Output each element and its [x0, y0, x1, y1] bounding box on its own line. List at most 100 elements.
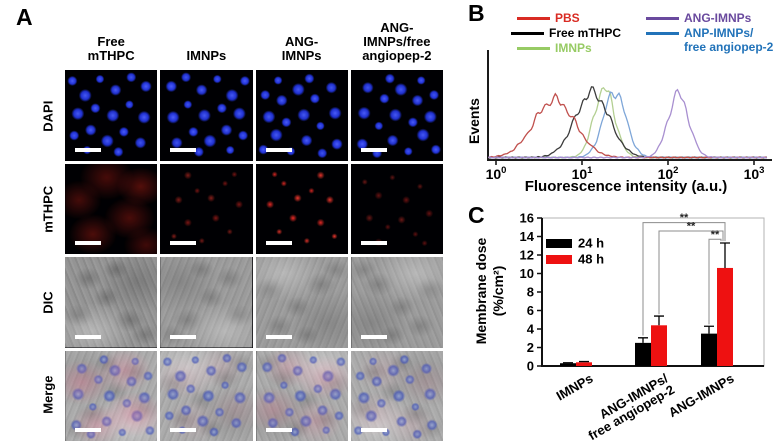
micrograph-dic-col1	[65, 257, 158, 348]
micrograph-dapi-col4	[350, 70, 443, 161]
legend-item-pbs: PBS	[517, 11, 580, 26]
legend-line-swatch	[517, 17, 550, 20]
micrograph-mthpc-col4	[350, 163, 443, 254]
legend-line-swatch	[646, 32, 679, 35]
legend-label: ANG-IMNPs	[684, 11, 752, 25]
legend-swatch-24h	[546, 239, 572, 248]
legend-label: Free mTHPC	[549, 26, 622, 40]
y-tick-label: 6	[527, 303, 534, 318]
legend-label-24h: 24 h	[578, 236, 604, 251]
bar-y-axis-label: Membrane dose (%/cm²)	[473, 237, 506, 345]
micrograph-merge-col4	[350, 350, 443, 441]
column-header-free-mthpc: Free mTHPC	[87, 33, 135, 63]
row-label-dic: DIC	[40, 290, 56, 314]
y-tick-label: 10	[520, 266, 534, 281]
y-tick-label: 12	[520, 248, 534, 263]
error-bar	[579, 360, 589, 363]
scale-bar	[75, 334, 101, 339]
micrograph-mthpc-col1	[65, 163, 158, 254]
legend-label-48h: 48 h	[578, 252, 604, 267]
curve-ang-imnps	[488, 88, 768, 159]
legend-item-free-mthpc: Free mTHPC	[511, 26, 622, 41]
curve-pbs	[488, 92, 768, 159]
panel-c-membrane-dose: C Membrane dose (%/cm²) 0 2 4 6 8 10 12 14 16 ** *…	[460, 196, 782, 445]
legend-line-swatch	[517, 47, 550, 50]
bar-imnps-24h	[560, 363, 576, 366]
bar-ang-imnps-48h	[717, 267, 733, 366]
column-header-ang-imnps: ANG- IMNPs	[281, 33, 322, 63]
panel-c-label: C	[468, 202, 485, 228]
flow-x-axis-label: Fluorescence intensity (a.u.)	[524, 178, 728, 195]
panel-b-flow-cytometry: B PBS Free mTHPC IMNPs ANG-IMNPs ANP-IMN…	[460, 0, 782, 196]
category-label: IMNPs	[554, 371, 596, 404]
micrograph-merge-col3	[255, 350, 348, 441]
legend-label: IMNPs	[555, 41, 592, 55]
scale-bar	[265, 241, 292, 245]
error-bar	[720, 242, 730, 268]
micrograph-grid	[65, 70, 443, 441]
legend-label: ANP-IMNPs/ free angiopep-2	[684, 26, 774, 54]
row-label-mthpc: mTHPC	[40, 185, 56, 233]
error-bar	[638, 337, 648, 343]
panel-a-label: A	[16, 4, 33, 30]
significance-label: **	[687, 220, 696, 232]
scale-bar	[75, 241, 101, 245]
significance-label: **	[711, 229, 720, 241]
micrograph-row-labels: DAPI mTHPC DIC Merge	[34, 70, 62, 441]
error-bar	[704, 325, 714, 334]
row-label-merge: Merge	[40, 375, 56, 414]
flow-cytometry-chart: 100 101 102 103	[486, 50, 772, 182]
bar-ang-imnps--48h	[651, 325, 667, 366]
significance-label: **	[680, 212, 689, 224]
y-tick-label: 0	[527, 359, 534, 374]
micrograph-mthpc-col2	[160, 163, 253, 254]
scale-bar	[265, 428, 292, 432]
significance-bracket	[642, 222, 726, 336]
legend-line-swatch	[511, 32, 544, 35]
significance-bracket	[658, 230, 724, 315]
column-header-ang-imnps-free-angiopep2: ANG- IMNPs/free angiopep-2	[362, 19, 432, 63]
legend-line-swatch	[646, 17, 679, 20]
panel-b-label: B	[468, 0, 485, 26]
micrograph-column-headers: Free mTHPC IMNPs ANG- IMNPs ANG- IMNPs/f…	[65, 2, 443, 66]
scale-bar	[265, 334, 292, 339]
legend-swatch-48h	[546, 255, 572, 264]
error-bar	[654, 315, 664, 326]
y-tick-label: 2	[527, 340, 534, 355]
scale-bar	[75, 428, 101, 432]
bar-ang-imnps-24h	[701, 333, 717, 366]
column-header-imnps: IMNPs	[186, 47, 227, 63]
micrograph-dapi-col2	[160, 70, 253, 161]
scale-bar	[170, 334, 197, 339]
micrograph-dapi-col1	[65, 70, 158, 161]
scale-bar	[360, 428, 387, 432]
micrograph-merge-col1	[65, 350, 158, 441]
micrograph-merge-col2	[160, 350, 253, 441]
y-tick-label: 8	[527, 285, 534, 300]
micrograph-dic-col3	[255, 257, 348, 348]
bar-ang-imnps--24h	[635, 342, 651, 366]
y-tick-label: 4	[527, 322, 535, 337]
micrograph-mthpc-col3	[255, 163, 348, 254]
scale-bar	[170, 147, 197, 152]
y-tick-label: 14	[520, 229, 535, 244]
scale-bar	[265, 147, 292, 152]
panel-a-micrographs: A Free mTHPC IMNPs ANG- IMNPs ANG- IMNPs…	[16, 2, 443, 441]
significance-bracket	[708, 238, 722, 325]
scale-bar	[75, 147, 101, 152]
legend-label: PBS	[555, 11, 580, 25]
y-tick-label: 16	[520, 211, 534, 226]
legend-item-anp-imnps-free-angiopep2: ANP-IMNPs/ free angiopep-2	[646, 26, 774, 55]
scale-bar	[360, 241, 387, 245]
micrograph-dic-col2	[160, 257, 253, 348]
scale-bar	[170, 241, 197, 245]
row-label-dapi: DAPI	[40, 100, 56, 132]
scale-bar	[360, 147, 387, 152]
flow-axes	[487, 50, 772, 161]
legend-item-imnps: IMNPs	[517, 41, 592, 56]
bar-imnps-48h	[576, 362, 592, 366]
legend-item-ang-imnps: ANG-IMNPs	[646, 11, 752, 26]
micrograph-dic-col4	[350, 257, 443, 348]
micrograph-dapi-col3	[255, 70, 348, 161]
